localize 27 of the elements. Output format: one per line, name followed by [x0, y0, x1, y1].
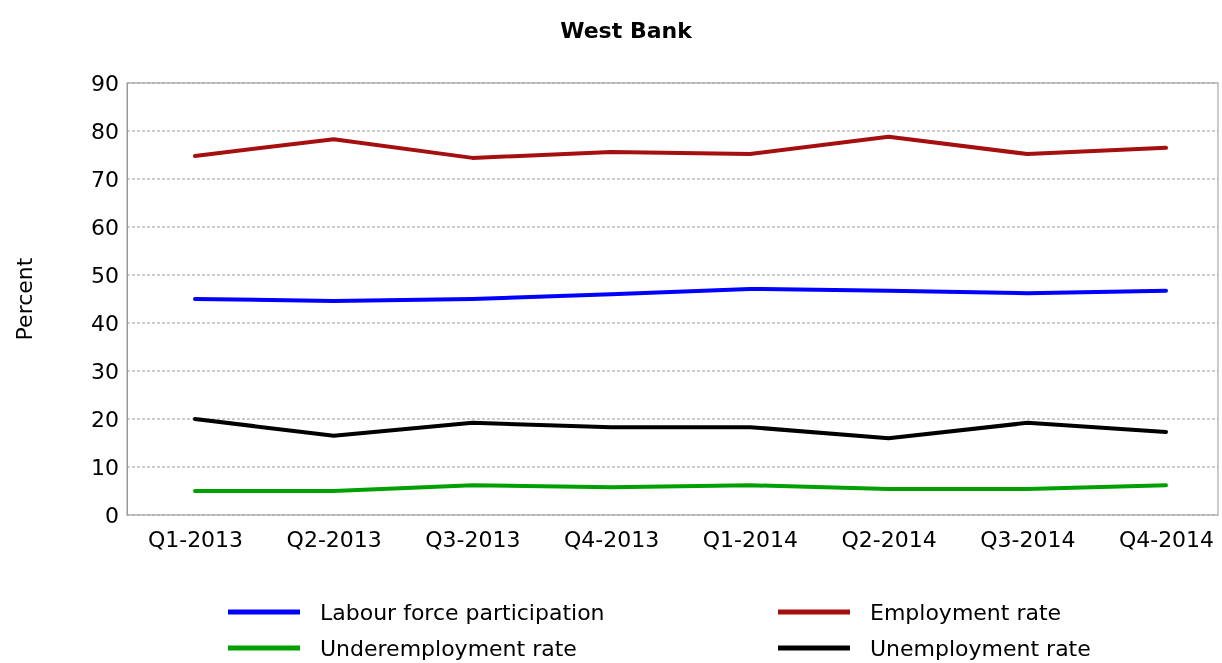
legend-label: Unemployment rate — [870, 636, 1091, 661]
y-tick-label: 90 — [91, 70, 119, 96]
y-tick-label: 40 — [91, 310, 119, 336]
x-tick-label: Q3-2014 — [980, 526, 1076, 552]
x-tick-label: Q2-2013 — [286, 526, 382, 552]
legend-label: Underemployment rate — [320, 636, 577, 661]
y-tick-label: 20 — [91, 406, 119, 432]
legend-label: Employment rate — [870, 600, 1062, 625]
y-tick-label: 50 — [91, 262, 119, 288]
chart-title: West Bank — [560, 18, 694, 43]
line-series — [193, 417, 1168, 441]
y-tick-label: 30 — [91, 358, 119, 384]
x-tick-label: Q2-2014 — [841, 526, 937, 552]
line-series — [193, 286, 1168, 303]
x-tick-label: Q1-2013 — [147, 526, 244, 552]
x-tick-label: Q3-2013 — [425, 526, 521, 552]
legend-label: Labour force participation — [320, 600, 605, 625]
y-tick-label: 0 — [105, 502, 119, 528]
y-tick-label: 60 — [91, 214, 119, 240]
x-tick-label: Q4-2014 — [1118, 526, 1215, 552]
y-tick-label: 70 — [91, 166, 119, 192]
line-series — [193, 134, 1168, 160]
x-tick-label: Q4-2013 — [564, 526, 660, 552]
y-tick-label: 80 — [91, 118, 119, 144]
y-tick-label: 10 — [91, 454, 119, 480]
x-tick-label: Q1-2014 — [702, 526, 798, 552]
y-axis-title: Percent — [12, 257, 37, 341]
